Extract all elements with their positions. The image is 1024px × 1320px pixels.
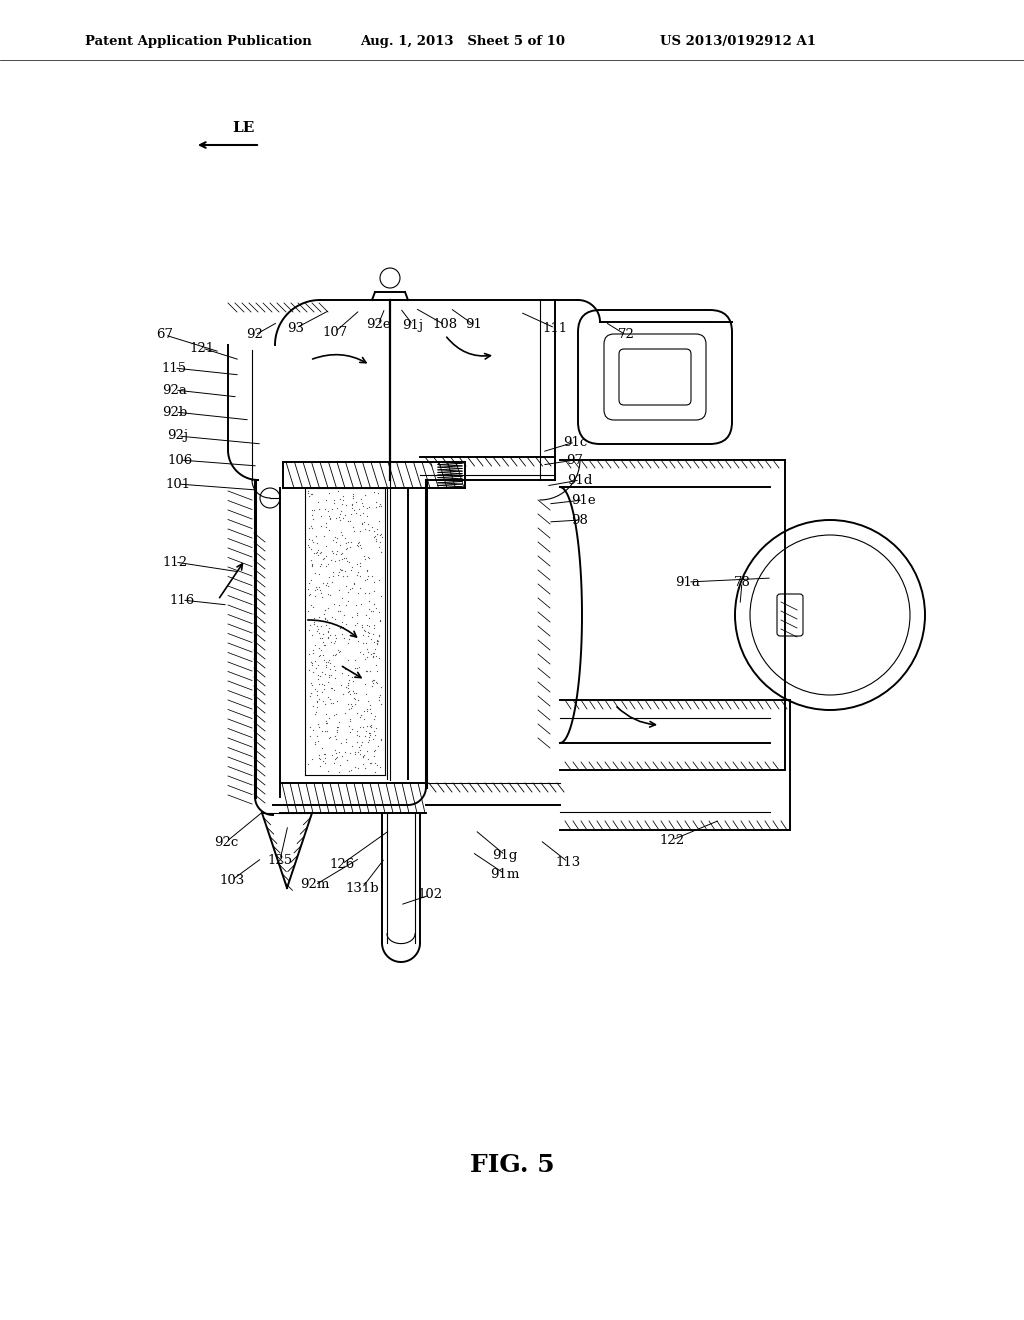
Circle shape bbox=[380, 268, 400, 288]
Text: 91e: 91e bbox=[570, 494, 595, 507]
Text: 111: 111 bbox=[543, 322, 567, 334]
Circle shape bbox=[735, 520, 925, 710]
Text: 102: 102 bbox=[418, 888, 442, 902]
Text: 116: 116 bbox=[169, 594, 195, 606]
Text: FIG. 5: FIG. 5 bbox=[470, 1152, 554, 1177]
Text: 78: 78 bbox=[733, 576, 751, 589]
Text: 103: 103 bbox=[219, 874, 245, 887]
Text: 98: 98 bbox=[571, 513, 589, 527]
Text: 72: 72 bbox=[617, 329, 635, 342]
Text: 91: 91 bbox=[466, 318, 482, 331]
Text: 97: 97 bbox=[566, 454, 584, 466]
Text: 126: 126 bbox=[330, 858, 354, 870]
Text: 101: 101 bbox=[166, 478, 190, 491]
Text: Patent Application Publication: Patent Application Publication bbox=[85, 36, 311, 48]
Text: 107: 107 bbox=[323, 326, 347, 338]
Text: 113: 113 bbox=[555, 855, 581, 869]
Text: 67: 67 bbox=[157, 329, 173, 342]
Text: Aug. 1, 2013   Sheet 5 of 10: Aug. 1, 2013 Sheet 5 of 10 bbox=[360, 36, 565, 48]
Text: 92: 92 bbox=[247, 329, 263, 342]
Text: 91m: 91m bbox=[490, 867, 520, 880]
Text: LE: LE bbox=[232, 121, 255, 135]
Text: 92e: 92e bbox=[366, 318, 390, 331]
Text: 92c: 92c bbox=[214, 836, 239, 849]
Text: 122: 122 bbox=[659, 833, 685, 846]
Text: 115: 115 bbox=[162, 362, 186, 375]
Text: 91a: 91a bbox=[676, 576, 700, 589]
Text: 121: 121 bbox=[189, 342, 215, 355]
Text: 92m: 92m bbox=[300, 879, 330, 891]
Text: 131b: 131b bbox=[345, 882, 379, 895]
Text: 91c: 91c bbox=[563, 436, 587, 449]
Circle shape bbox=[260, 488, 280, 508]
Text: 92a: 92a bbox=[163, 384, 187, 396]
Text: 91g: 91g bbox=[493, 849, 518, 862]
FancyBboxPatch shape bbox=[578, 310, 732, 444]
Text: 91j: 91j bbox=[402, 318, 424, 331]
Text: 93: 93 bbox=[288, 322, 304, 334]
Text: 108: 108 bbox=[432, 318, 458, 331]
Text: 106: 106 bbox=[167, 454, 193, 466]
Text: 91d: 91d bbox=[567, 474, 593, 487]
Text: 112: 112 bbox=[163, 556, 187, 569]
Text: 92j: 92j bbox=[168, 429, 188, 442]
FancyBboxPatch shape bbox=[777, 594, 803, 636]
Text: 125: 125 bbox=[267, 854, 293, 866]
Text: 92b: 92b bbox=[163, 405, 187, 418]
Text: US 2013/0192912 A1: US 2013/0192912 A1 bbox=[660, 36, 816, 48]
